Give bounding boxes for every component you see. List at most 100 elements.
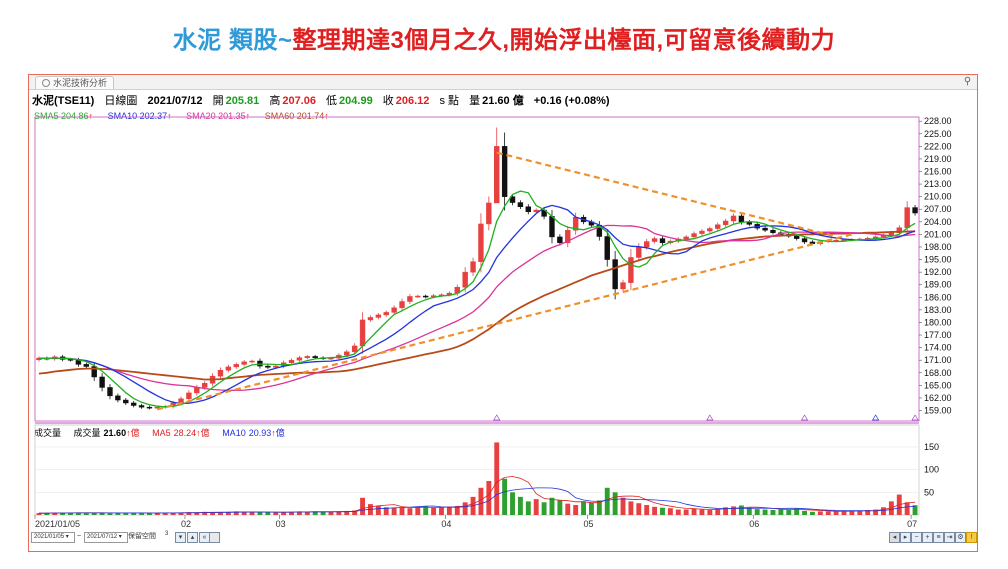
volume-bar xyxy=(565,503,571,515)
candle-body xyxy=(541,209,547,217)
candle-body xyxy=(107,387,113,397)
scroll-left-button[interactable]: ◂ xyxy=(889,532,900,543)
volume-bar xyxy=(502,478,508,515)
volume-bar xyxy=(415,506,421,515)
magnifier-icon[interactable]: ⚲ xyxy=(963,76,972,87)
candle-body xyxy=(170,402,176,407)
candle-body xyxy=(273,365,279,368)
volume-current-label: 成交量 xyxy=(73,428,101,438)
start-date-select[interactable]: 2021/01/05 ▾ xyxy=(31,532,75,543)
candle-body xyxy=(746,221,753,225)
volume-bar xyxy=(833,510,839,515)
settings-icon[interactable]: ⚙ xyxy=(955,532,966,543)
play-icon[interactable]: ▸ xyxy=(900,532,911,543)
volume-bar xyxy=(170,512,176,515)
candle-body xyxy=(265,365,271,368)
volume-bar xyxy=(612,492,618,515)
fit-icon[interactable]: ≡ xyxy=(933,532,944,543)
volume-bar xyxy=(391,507,397,515)
volume-bar xyxy=(588,502,594,515)
candle-body xyxy=(336,354,342,359)
volume-bar xyxy=(762,509,768,515)
price-tick-label: 222.00 xyxy=(924,141,952,151)
volume-bar xyxy=(738,505,744,515)
open-label: 開 xyxy=(212,95,224,107)
volume-bar xyxy=(691,508,697,515)
volume-bar xyxy=(541,502,547,515)
candle-body xyxy=(99,376,105,388)
volume-bar xyxy=(312,511,318,515)
candle-body xyxy=(636,246,642,258)
volume-bar xyxy=(904,502,910,515)
sma20-line xyxy=(38,224,916,391)
candle-body xyxy=(715,224,721,229)
candle-body xyxy=(138,405,145,408)
date-range-tilde: ~ xyxy=(77,533,82,540)
signal-marker xyxy=(706,414,714,421)
volume-bar xyxy=(896,494,902,515)
candle-body xyxy=(280,362,287,367)
candle-body xyxy=(596,224,603,237)
legend-sma5-arrow: ↑ xyxy=(88,111,94,121)
close-label: 收 xyxy=(382,95,394,107)
tab-technical-analysis[interactable]: 水泥技術分析 xyxy=(35,76,115,89)
candle-body xyxy=(849,239,855,241)
ma-legend: SMA5 204.86↑ SMA10 202.37↑ SMA20 201.35↑… xyxy=(34,111,341,121)
price-tick-label: 174.00 xyxy=(924,343,952,353)
volume-bar xyxy=(754,509,760,515)
volume-panel-title: 成交量 xyxy=(34,428,62,438)
price-volume-chart[interactable]: 159.00 162.00 165.00 168.00 171.00 174.00 177.… xyxy=(29,75,977,531)
candle-body xyxy=(391,307,397,313)
volume-bar xyxy=(304,511,310,515)
volume-bar xyxy=(825,511,831,515)
price-tick-label: 159.00 xyxy=(924,406,952,416)
volume-bar xyxy=(139,513,145,515)
candle-body xyxy=(517,202,524,207)
volume-bar xyxy=(486,480,492,515)
volume-bar xyxy=(841,511,847,515)
volume-bar xyxy=(273,512,279,515)
volume-bar xyxy=(131,512,137,515)
volume-bar xyxy=(873,509,879,515)
volume-bar xyxy=(91,512,97,515)
candle-body xyxy=(817,241,824,244)
volume-bar xyxy=(510,492,515,515)
volume-bar xyxy=(367,504,373,515)
alert-icon[interactable]: ! xyxy=(966,532,977,543)
candle-body xyxy=(91,366,97,378)
end-date-select[interactable]: 2021/07/12 ▾ xyxy=(84,532,128,543)
candle-body xyxy=(344,351,350,356)
volume-bar xyxy=(320,511,326,515)
candle-body xyxy=(304,356,311,358)
candle-body xyxy=(588,221,595,226)
candle-body xyxy=(415,295,421,298)
volume-bar xyxy=(857,510,863,515)
volume-bar xyxy=(794,508,800,515)
chart-type: 日線圖 xyxy=(104,95,138,107)
spinner-down-button[interactable]: ▾ xyxy=(175,532,186,543)
volume-bar xyxy=(478,487,484,515)
candle-body xyxy=(201,383,208,388)
candle-body xyxy=(446,292,453,296)
zoom-out-icon[interactable]: − xyxy=(911,532,922,543)
sma60-line xyxy=(38,230,916,381)
legend-sma10-arrow: ↑ xyxy=(167,111,172,121)
volume-ma10-value: 20.93 xyxy=(248,428,272,438)
volume-bar xyxy=(660,507,665,515)
candle-body xyxy=(67,359,74,361)
candle-body xyxy=(75,359,82,365)
spinner-up-button[interactable]: ▴ xyxy=(187,532,198,543)
volume-bar xyxy=(865,510,871,515)
scroll-end-icon[interactable]: ⇥ xyxy=(944,532,955,543)
low-value: 204.99 xyxy=(339,95,373,107)
candle-body xyxy=(699,230,705,234)
zoom-in-icon[interactable]: + xyxy=(922,532,933,543)
volume-bar xyxy=(44,513,50,515)
volume-bar xyxy=(770,510,776,515)
candle-body xyxy=(651,238,658,242)
candle-body xyxy=(241,361,247,365)
headline-sector: 水泥 類股~ xyxy=(172,27,293,54)
volume-bar xyxy=(912,505,918,515)
candle-body xyxy=(194,387,200,394)
bottom-toolbar: 2021/01/05 ▾ ~ 2021/07/12 ▾ 保留空間 3 ▾ ▴ «… xyxy=(29,531,977,543)
